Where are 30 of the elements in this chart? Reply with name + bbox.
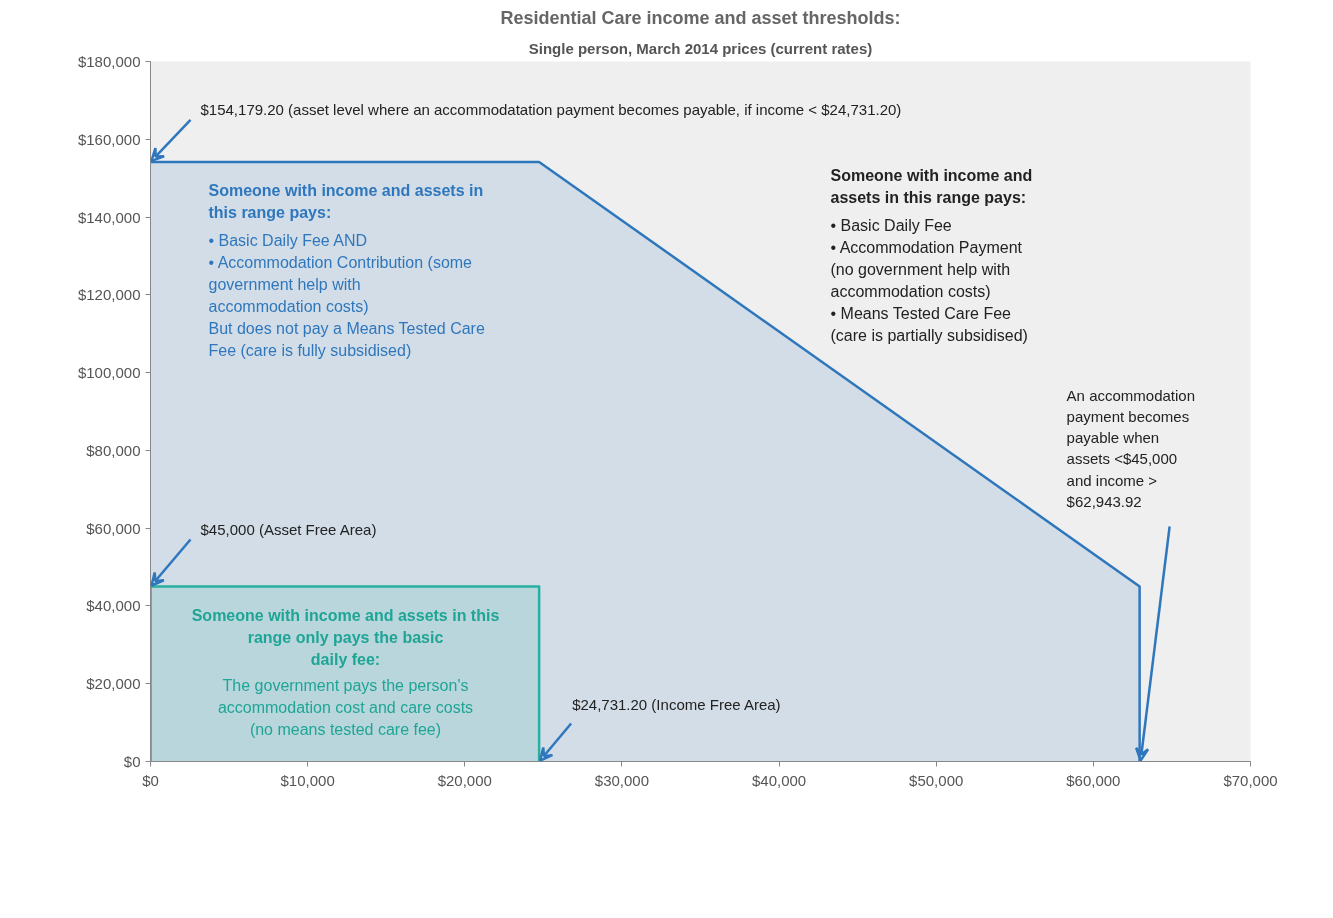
x-tick-label: $30,000 — [594, 771, 650, 789]
y-tick-label: $120,000 — [77, 286, 141, 304]
annotation: Someone with income and assets in this range pays: — [830, 166, 1033, 206]
chart-title: Residential Care income and asset thresholds: — [500, 7, 901, 28]
y-tick-label: $20,000 — [86, 675, 141, 693]
y-tick-label: $80,000 — [86, 441, 141, 459]
y-tick-label: $60,000 — [86, 519, 141, 537]
annotation: Someone with income and assets in this range pays: — [208, 181, 484, 221]
annotation: Someone with income and assets in this range only pays the basic daily fee: — [191, 606, 500, 668]
x-tick-label: $10,000 — [280, 771, 335, 789]
annotation: $45,000 (Asset Free Area) — [200, 521, 377, 538]
annotation: $24,731.20 (Income Free Area) — [572, 696, 781, 713]
x-tick-label: $0 — [142, 771, 159, 789]
y-tick-label: $100,000 — [77, 364, 141, 382]
chart-subtitle: Single person, March 2014 prices (current rates) — [528, 39, 873, 57]
x-tick-label: $70,000 — [1223, 771, 1278, 789]
y-tick-label: $40,000 — [86, 597, 141, 615]
x-tick-label: $40,000 — [751, 771, 807, 789]
y-tick-label: $180,000 — [77, 53, 141, 70]
x-tick-label: $20,000 — [437, 771, 492, 789]
annotation: $154,179.20 (asset level where an accommodatation payment becomes payable, if income < $24,731.20) — [200, 101, 902, 119]
y-tick-label: $140,000 — [77, 208, 141, 226]
y-tick-label: $0 — [123, 753, 141, 770]
annotation: • Basic Daily Fee • Accommodation Payment (no government help with accommodation costs) • Means Tested Care Fee (care is partially subsidised) — [830, 216, 1028, 344]
annotation: The government pays the person's accommodation cost and care costs (no means tested care fee) — [217, 676, 474, 738]
annotation: An accommodation payment becomes payable when assets <$45,000 and income > $62,943.92 — [1066, 386, 1196, 510]
annotation: • Basic Daily Fee AND • Accommodation Contribution (some government help with accommodation costs) But does not pay a Means Tested Care Fee (care is fully subsidised) — [208, 231, 485, 359]
y-tick-label: $160,000 — [77, 130, 141, 148]
x-tick-label: $50,000 — [909, 771, 964, 789]
x-tick-label: $60,000 — [1066, 771, 1121, 789]
